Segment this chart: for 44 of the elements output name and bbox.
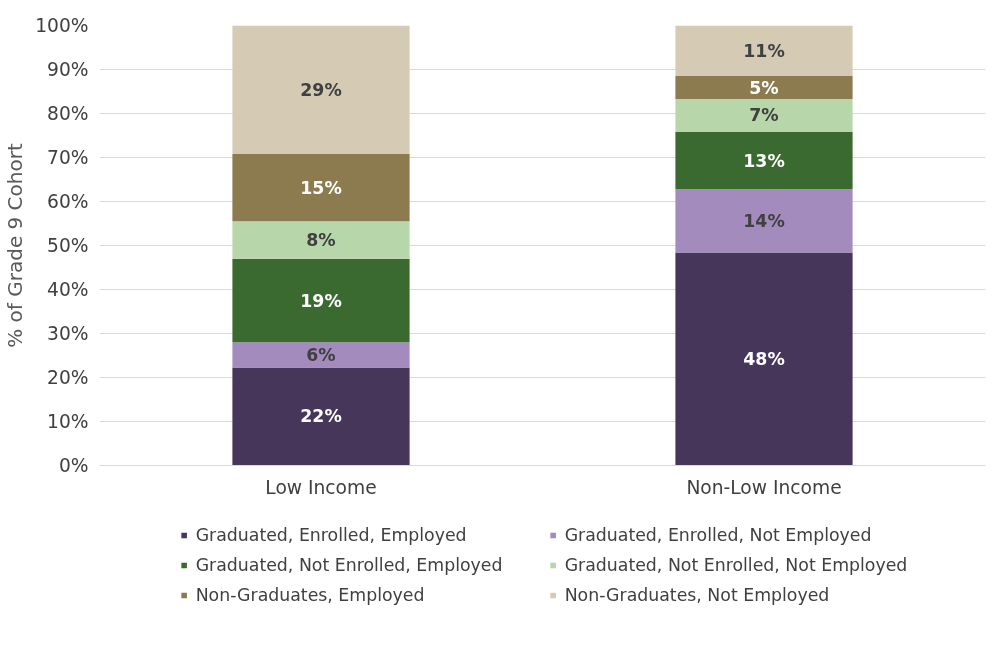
data-label: 29%: [300, 79, 342, 100]
data-label: 15%: [300, 177, 342, 198]
bar: [232, 221, 410, 259]
y-tick-label: 80%: [47, 103, 89, 124]
bar: [232, 153, 410, 222]
data-label: 7%: [749, 105, 779, 126]
data-label: 22%: [300, 406, 342, 427]
data-label: 13%: [743, 150, 785, 171]
bar: [232, 25, 410, 154]
bar: [675, 131, 853, 190]
bar: [232, 342, 410, 368]
legend-label: Graduated, Enrolled, Not Employed: [564, 525, 873, 545]
legend-label: Non-Graduates, Employed: [195, 585, 426, 605]
data-label: 8%: [306, 230, 336, 250]
data-label: 19%: [300, 290, 342, 311]
x-tick-label: Non-Low Income: [686, 476, 842, 498]
legend-label: Graduated, Enrolled, Employed: [195, 525, 468, 545]
bar: [232, 367, 410, 466]
bar: [675, 76, 853, 99]
data-label: 5%: [749, 77, 779, 98]
data-label: 11%: [743, 40, 785, 61]
y-tick-label: 20%: [47, 367, 89, 388]
legend-label: Non-Graduates, Not Employed: [564, 585, 831, 605]
legend-label: Graduated, Not Enrolled, Not Employed: [564, 555, 908, 575]
bar: [232, 258, 410, 343]
bar: [675, 189, 853, 253]
data-label: 14%: [743, 210, 785, 231]
y-tick-label: 10%: [47, 411, 89, 432]
y-tick-label: 40%: [47, 279, 89, 300]
y-tick-label: 60%: [47, 191, 89, 212]
y-axis-title: % of Grade 9 Cohort: [3, 143, 28, 348]
y-tick-label: 30%: [47, 323, 89, 344]
y-tick-label: 100%: [35, 15, 89, 36]
data-label: 6%: [306, 344, 336, 365]
bar: [675, 25, 853, 77]
legend-label: Graduated, Not Enrolled, Employed: [195, 555, 504, 575]
y-tick-label: 50%: [47, 235, 89, 256]
bar: [675, 252, 853, 466]
y-tick-label: 90%: [47, 59, 89, 80]
data-label: 48%: [743, 349, 785, 370]
bar: [675, 98, 853, 132]
x-tick-label: Low Income: [265, 476, 377, 498]
y-tick-label: 70%: [47, 147, 89, 168]
y-tick-label: 0%: [58, 455, 89, 476]
